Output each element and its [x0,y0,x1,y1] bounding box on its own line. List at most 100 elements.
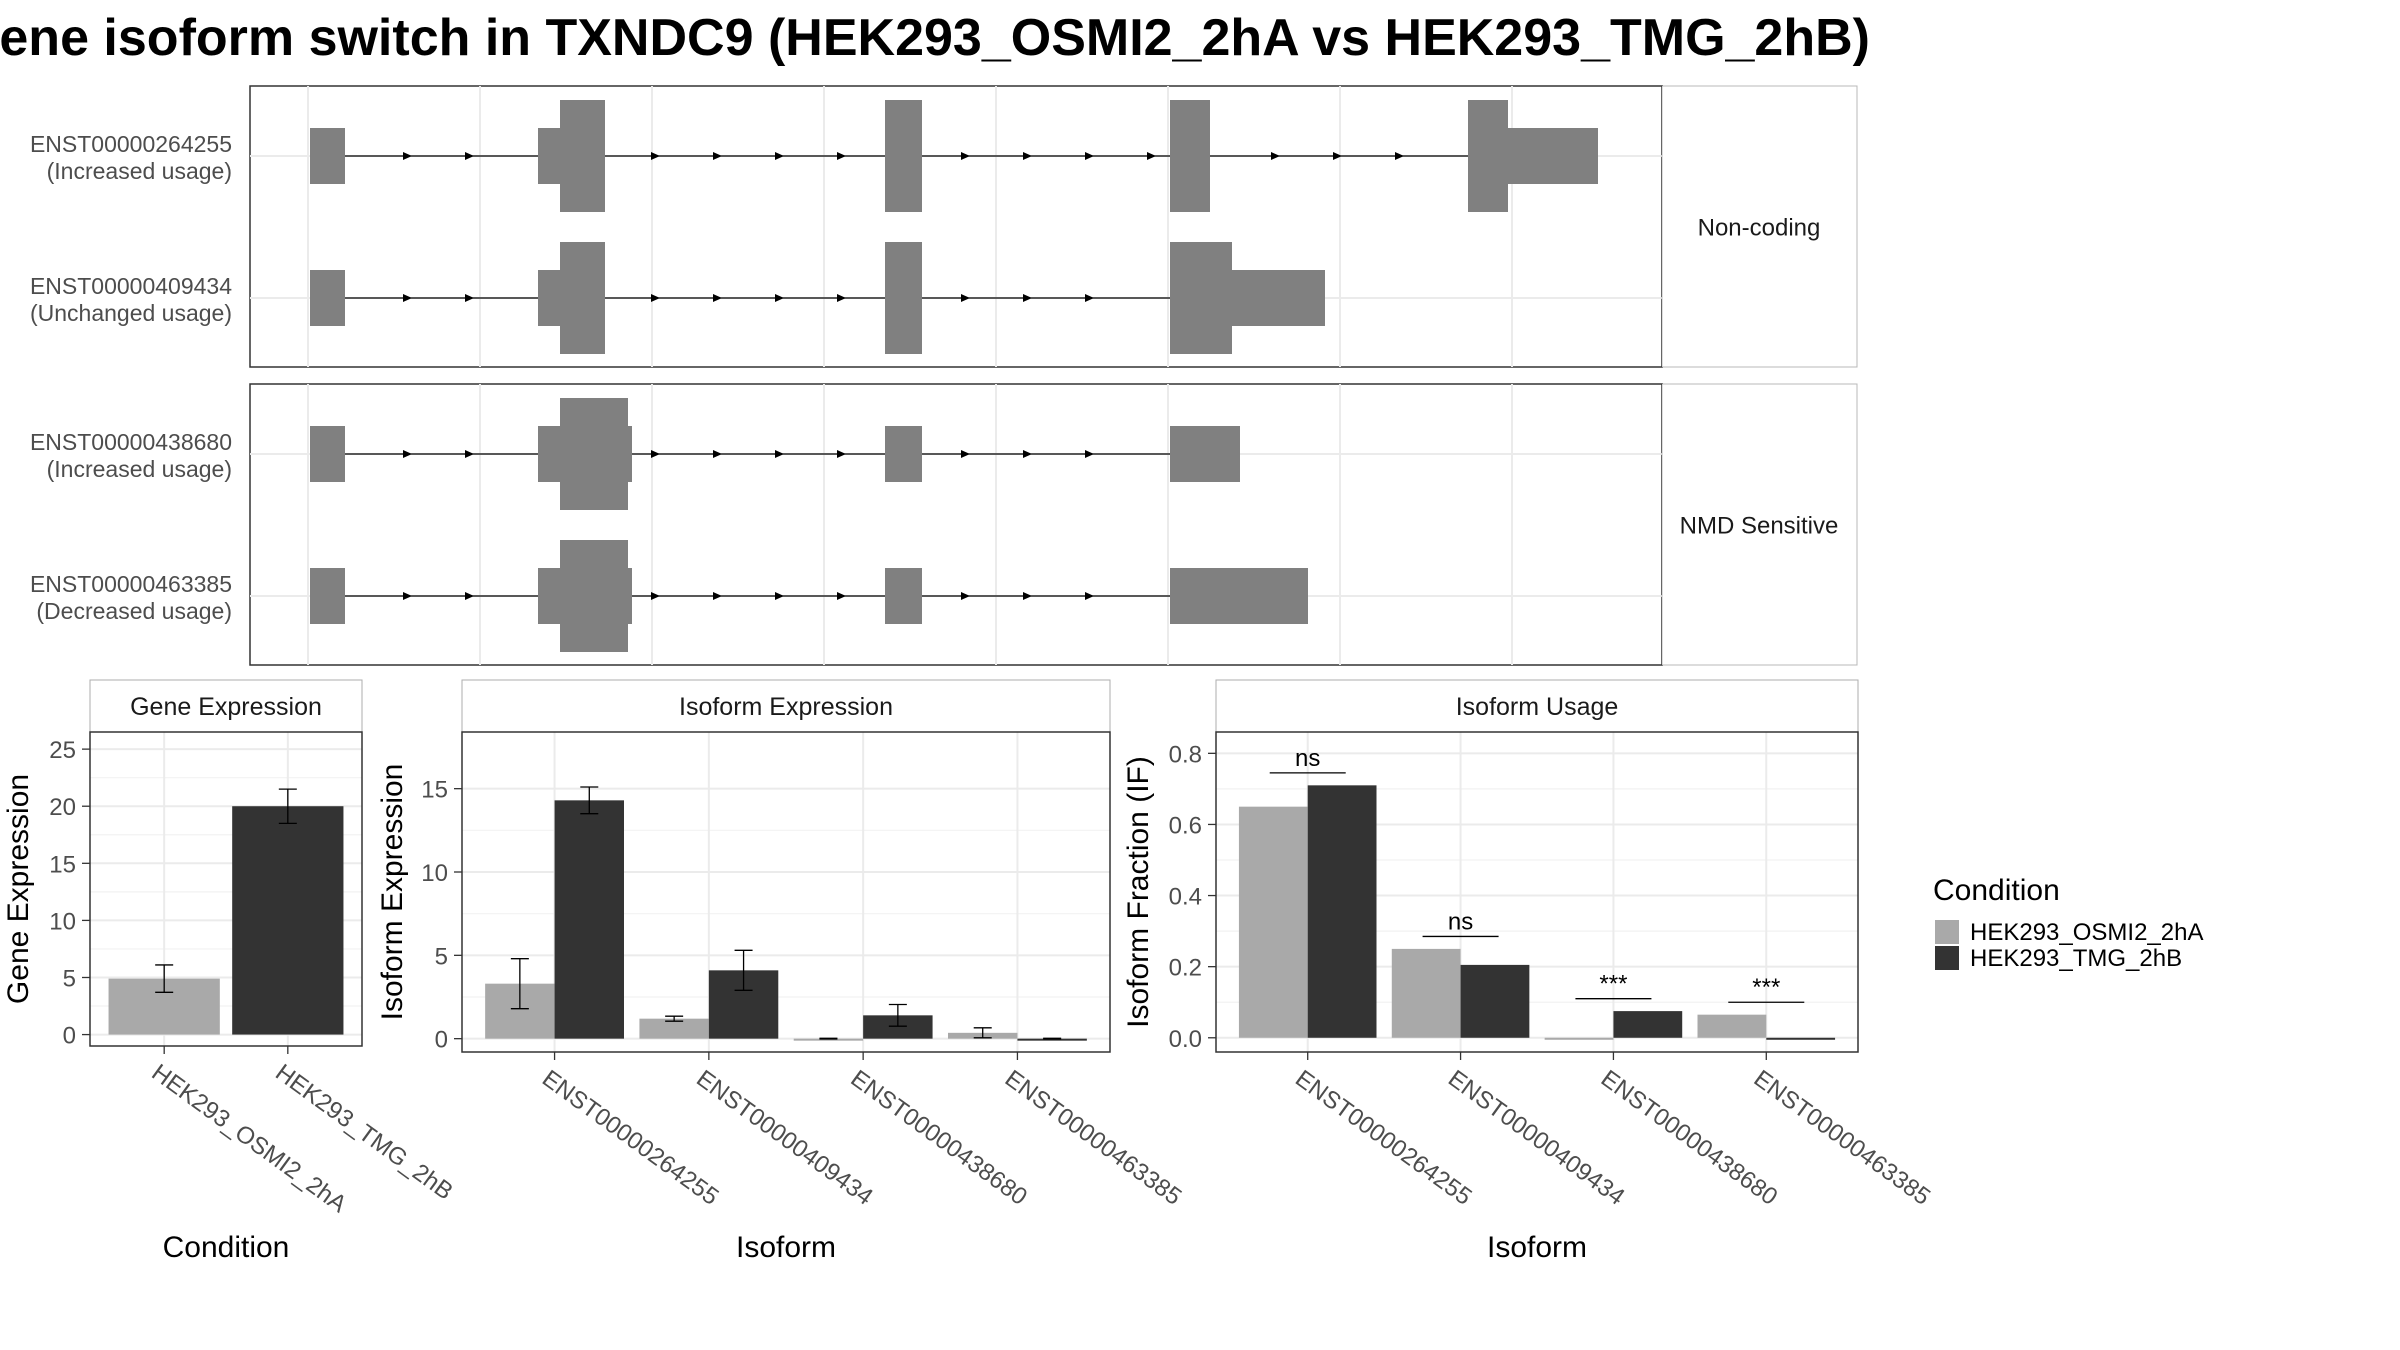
x-axis-title: Condition [163,1231,290,1264]
direction-arrow [713,294,722,302]
y-axis-title: Gene Expression [2,774,35,1004]
transcript-ENST00000463385: ENST00000463385(Decreased usage) [30,540,1308,652]
exon-block [560,242,605,354]
y-tick-label: 25 [49,737,76,764]
direction-arrow [961,294,970,302]
direction-arrow [1271,152,1280,160]
exon-block [538,270,560,326]
plot-frame [89,731,363,1047]
legend-title: Condition [1933,874,2060,907]
direction-arrow [651,294,660,302]
direction-arrow [1085,450,1094,458]
exon-block [310,270,345,326]
structure-panel-frame [249,85,1663,368]
direction-arrow [1023,152,1032,160]
exon-block [885,242,922,354]
direction-arrow [775,450,784,458]
structure-panel-frame [249,383,1663,666]
bar [1391,948,1461,1038]
y-axis-title: Isoform Fraction (IF) [1122,756,1155,1028]
exon-block [885,100,922,212]
strip-label: Non-coding [1698,215,1821,242]
bar [1766,1037,1836,1040]
direction-arrow [1147,152,1156,160]
legend-label: HEK293_TMG_2hB [1970,945,2182,972]
direction-arrow [837,152,846,160]
direction-arrow [1085,592,1094,600]
x-axis-title: Isoform [736,1231,836,1264]
direction-arrow [775,152,784,160]
chart-strip [1215,679,1859,733]
y-axis-title: Isoform Expression [376,764,409,1021]
direction-arrow [1023,450,1032,458]
y-tick-label: 0.8 [1169,741,1202,768]
direction-arrow [1085,152,1094,160]
x-axis-title: Isoform [1487,1231,1587,1264]
y-tick-label: 0.2 [1169,955,1202,982]
figure-title-box: Gene isoform switch in TXNDC9 (HEK293_OS… [0,0,1890,90]
direction-arrow [403,294,412,302]
bar [554,800,624,1039]
exon-block [885,426,922,482]
direction-arrow [837,450,846,458]
direction-arrow [651,450,660,458]
bar [639,1018,709,1039]
bar [1017,1038,1087,1041]
y-tick-label: 15 [421,777,448,804]
y-tick-label: 5 [435,943,448,970]
structure-panel-1: Non-coding ENST00000264255(Increased usag… [30,85,1858,368]
exon-block [560,540,628,652]
direction-arrow [775,294,784,302]
direction-arrow [1023,294,1032,302]
y-tick-label: 0.0 [1169,1026,1202,1053]
chart-title: Gene Expression [130,693,322,721]
bar [1697,1014,1767,1038]
exon-block [1170,242,1232,354]
bar [1307,785,1377,1038]
exon-block [538,426,560,482]
direction-arrow [1395,152,1404,160]
direction-arrow [1085,294,1094,302]
exon-block [560,398,628,510]
figure-title: Gene isoform switch in TXNDC9 (HEK293_OS… [0,9,1870,67]
exon-block [1232,270,1325,326]
direction-arrow [465,152,474,160]
exon-block [1508,128,1598,184]
y-tick-label: 10 [49,908,76,935]
chart-2: Isoform Expression051015ENST00000264255E… [376,679,1186,1264]
direction-arrow [465,450,474,458]
y-tick-label: 0.4 [1169,884,1202,911]
transcript-ENST00000264255: ENST00000264255(Increased usage) [30,100,1598,212]
y-tick-label: 20 [49,794,76,821]
direction-arrow [403,592,412,600]
y-tick-label: 0 [63,1023,76,1050]
direction-arrow [713,592,722,600]
exon-block [628,568,632,624]
exon-block [1170,100,1210,212]
significance-label: *** [1599,971,1627,998]
transcript-usage-label: (Decreased usage) [36,598,232,624]
transcript-usage-label: (Unchanged usage) [30,300,232,326]
y-tick-label: 5 [63,965,76,992]
direction-arrow [403,152,412,160]
exon-block [560,100,605,212]
exon-block [628,426,632,482]
transcript-ENST00000409434: ENST00000409434(Unchanged usage) [30,242,1325,354]
strip-background [1661,383,1858,666]
direction-arrow [1023,592,1032,600]
direction-arrow [775,592,784,600]
bar [1460,964,1530,1038]
exon-block [538,128,560,184]
bar [1544,1037,1614,1040]
transcript-id-label: ENST00000409434 [30,273,232,299]
y-tick-label: 0.6 [1169,812,1202,839]
direction-arrow [403,450,412,458]
exon-block [1468,100,1508,212]
y-tick-label: 10 [421,860,448,887]
direction-arrow [837,592,846,600]
transcript-id-label: ENST00000264255 [30,131,232,157]
chart-1: Gene Expression 0 5 10 15 20 25 HEK293_OSMI2_2h… [2,679,458,1264]
exon-block [1170,426,1240,482]
